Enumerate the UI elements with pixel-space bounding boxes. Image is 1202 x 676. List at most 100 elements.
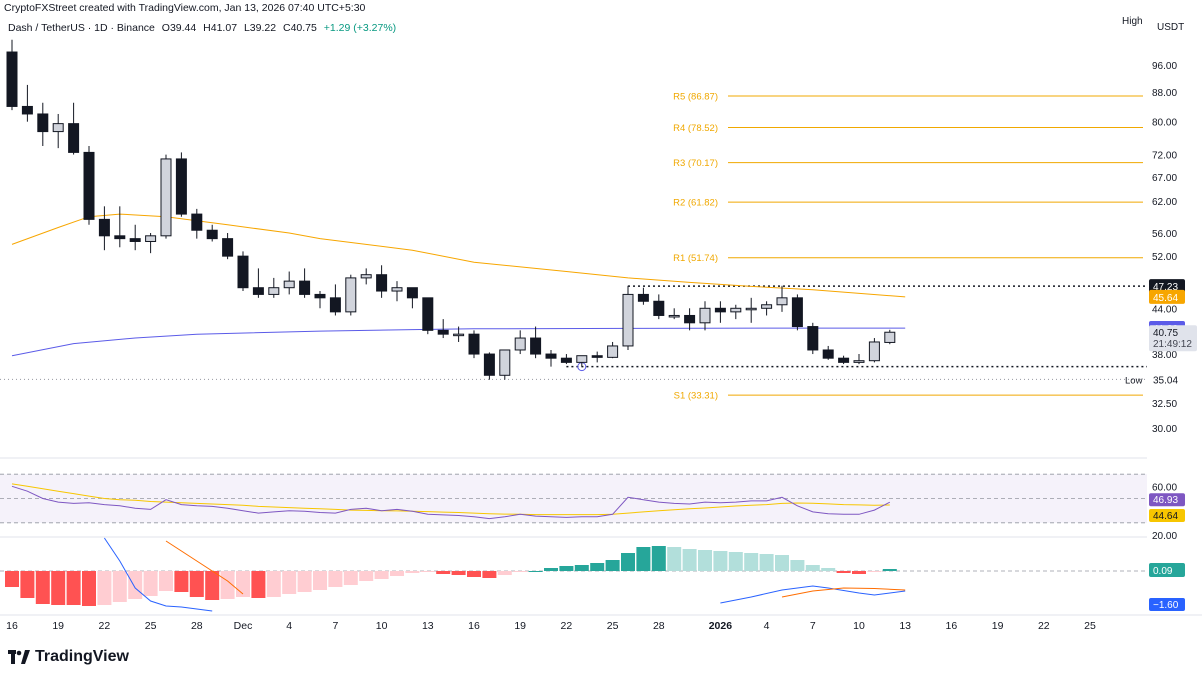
macd-bar [467,571,481,577]
time-axis-tick: 7 [810,620,816,632]
candle [853,354,865,365]
rsi-ma-tag-bg [1149,509,1185,523]
candle [653,294,665,320]
candle [422,297,434,335]
candle-body [175,158,187,215]
candle [822,345,834,360]
candle-body [761,304,773,309]
price-axis: 96.00 88.00 80.00 72.00 67.00 62.00 56.00 52.00… [1152,61,1177,435]
ohlc-open: O39.44 [161,22,197,34]
candle [145,233,157,254]
candle [160,154,172,239]
macd-bar [328,571,343,587]
macd-line-recent [720,585,906,604]
macd-bar [852,571,866,574]
macd-bar [590,563,605,571]
candle-body [21,105,33,115]
rsi-value-tag-bg [1149,493,1185,507]
macd-bar [5,571,19,587]
candle [668,308,680,320]
price-axis-tick: 56.00 [1152,229,1177,240]
candle-body [252,287,264,295]
macd-bar [574,565,589,571]
candle [483,352,495,380]
candle-body [545,353,557,359]
candle [745,297,757,323]
candle-body [514,337,526,351]
macd-bar [636,547,651,571]
macd-bar [189,571,204,597]
rsi-ma-tag: 44.64 [1153,511,1178,522]
candle-body [314,293,326,299]
candle [329,284,341,316]
currency-unit: USDT [1157,22,1185,33]
macd-value-tag-bg [1149,598,1185,611]
symbol-name[interactable]: Dash / TetherUS · 1D · Binance [8,22,155,34]
last-price-tag-bg [1149,325,1197,352]
candle-body [52,123,64,133]
macd-bar [667,547,682,571]
time-axis-tick: 25 [1084,620,1096,632]
price-axis-tick: 30.00 [1152,424,1177,435]
macd-bar [266,571,281,597]
macd-bar [343,571,358,585]
candle-body [637,293,649,302]
candle-body [299,280,311,295]
time-axis-tick: 22 [99,620,111,632]
time-axis-tick: 16 [946,620,958,632]
time-axis-tick: 2026 [709,620,733,632]
candle [114,206,126,248]
candle-body [437,329,449,335]
price-axis-tick: 44.00 [1152,304,1177,315]
candle-body [206,229,218,240]
macd-bar [359,571,374,581]
ema50-line [11,213,906,298]
candles [6,39,896,380]
macd-value-tag: −1.60 [1153,600,1179,611]
price-axis-tick: 38.00 [1152,350,1177,361]
candle [591,351,603,363]
candle-body [114,235,126,240]
candle [791,294,803,331]
macd-histogram [5,546,897,606]
macd-bar [82,571,96,606]
tradingview-logo[interactable]: TradingView [8,648,129,666]
macd-bar [836,571,851,573]
ohlc-change: +1.29 (+3.27%) [323,22,397,34]
macd-bar [744,553,759,571]
candle-body [283,280,295,289]
macd-bar [790,560,805,571]
time-axis-tick: 16 [6,620,18,632]
price-axis-tick: 72.00 [1152,151,1177,162]
candle [406,287,418,309]
time-axis-tick: 19 [992,620,1004,632]
candle-body [853,360,865,363]
price-axis-tick: 32.50 [1152,399,1177,410]
candle-body [699,307,711,324]
candle-body [422,297,434,331]
ema50-price-tag-bg [1149,289,1185,304]
candle-body [776,297,788,306]
macd-bar [682,549,697,571]
macd-bar [451,571,466,575]
macd-bar [698,550,712,571]
time-axis-tick: 7 [332,620,338,632]
low-label: Low [1125,375,1143,386]
candle [206,224,218,242]
resistance-price-tag-bg [1149,279,1185,294]
candle [622,285,634,350]
time-axis-tick: 25 [607,620,619,632]
candle [576,355,588,367]
candle [222,233,234,260]
candle [129,224,141,251]
candle-body [499,349,511,376]
candle [838,355,850,365]
candle-body [222,238,234,257]
candle-body [329,297,341,313]
macd-bar [867,571,882,572]
candle [884,329,896,345]
candle-body [360,274,372,279]
time-axis-tick: 10 [376,620,388,632]
resistance-price-tag: 47.23 [1153,282,1178,293]
